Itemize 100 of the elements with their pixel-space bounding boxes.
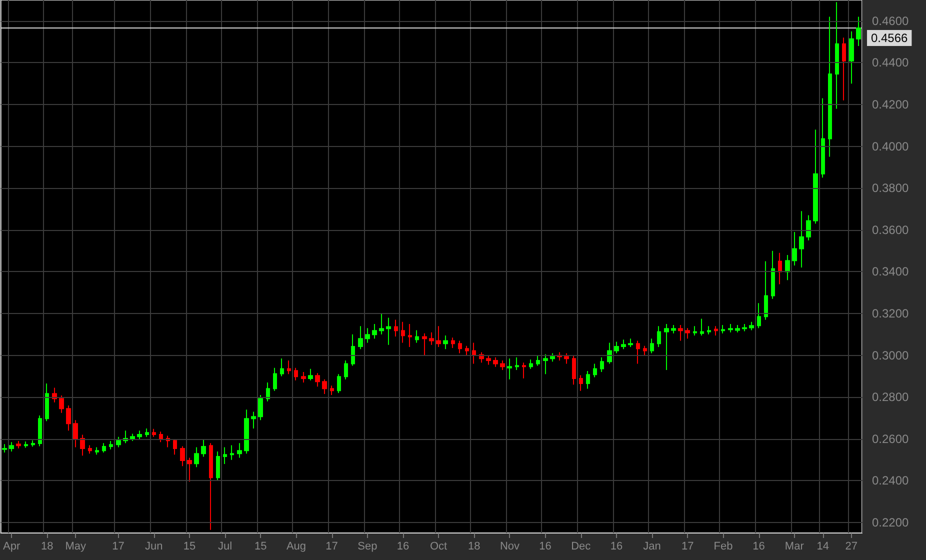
x-tick-label: 18: [468, 540, 480, 552]
candlestick: [358, 326, 363, 350]
candlestick: [280, 358, 284, 377]
candlestick: [394, 319, 398, 338]
x-tick-label: Apr: [2, 540, 20, 552]
candlestick: [301, 372, 306, 384]
x-tick-label: Jun: [145, 540, 163, 552]
candlestick: [266, 382, 270, 402]
y-tick-label: 0.3400: [872, 264, 910, 279]
candlestick: [778, 252, 782, 285]
candlestick: [443, 334, 448, 350]
candlestick: [764, 260, 768, 320]
candlestick: [52, 387, 57, 403]
candlestick: [607, 342, 612, 364]
candlestick: [237, 442, 242, 458]
candlestick: [628, 338, 633, 348]
candlestick: [465, 345, 469, 356]
candlestick: [24, 440, 28, 448]
candlestick: [38, 415, 42, 447]
candlestick: [593, 363, 597, 378]
candlestick: [408, 323, 412, 348]
candlestick: [73, 420, 78, 448]
candlestick: [451, 337, 455, 349]
candlestick: [322, 378, 327, 394]
candlestick: [721, 324, 725, 334]
candlestick: [835, 2, 839, 110]
candlestick: [9, 442, 14, 452]
candlestick: [707, 326, 711, 335]
candlestick: [344, 360, 348, 380]
x-tick-label: 17: [682, 540, 694, 552]
x-tick-label: 27: [845, 540, 858, 552]
candlestick: [66, 405, 71, 432]
candlestick: [486, 354, 491, 366]
candlestick: [223, 446, 227, 465]
candlestick: [792, 232, 797, 266]
candlestick: [194, 446, 199, 468]
ref-line-label: 0.4566: [871, 31, 908, 46]
y-tick-label: 0.4600: [872, 14, 910, 28]
candlestick: [842, 37, 846, 101]
candlestick: [379, 313, 384, 335]
candlestick: [714, 326, 718, 336]
candlestick: [337, 374, 341, 394]
x-tick-label: Nov: [500, 540, 520, 552]
x-tick-label: Dec: [571, 540, 592, 552]
candlestick: [849, 30, 854, 84]
y-tick-label: 0.3000: [872, 348, 910, 362]
candlestick: [372, 323, 377, 340]
candlestick: [187, 457, 192, 482]
candlestick: [821, 98, 825, 178]
candlestick: [493, 356, 498, 368]
candlestick: [515, 356, 519, 370]
candlestick: [785, 254, 790, 281]
candlestick: [757, 302, 761, 329]
candlestick: [856, 16, 861, 46]
candlestick: [828, 16, 832, 158]
candlestick: [415, 330, 419, 344]
candlestick: [643, 345, 647, 356]
x-tick-label: 18: [41, 540, 54, 552]
candlestick: [95, 446, 99, 456]
x-tick-label: 17: [326, 540, 338, 552]
y-tick-label: 0.4200: [872, 98, 910, 112]
candlestick: [152, 428, 156, 438]
candlestick: [693, 326, 697, 336]
y-tick-label: 0.3200: [872, 306, 910, 321]
candlestick: [685, 328, 690, 340]
candlestick: [209, 442, 213, 530]
candlestick: [159, 431, 163, 443]
candlestick: [351, 334, 355, 366]
candlestick: [586, 370, 590, 390]
candlestick: [251, 411, 256, 429]
candlestick: [429, 332, 434, 346]
candlestick: [458, 340, 462, 354]
x-tick-label: Oct: [430, 540, 448, 552]
candlestick: [130, 433, 135, 442]
candlestick: [572, 354, 576, 386]
candlestick: [664, 323, 669, 370]
candlestick: [600, 356, 604, 373]
x-tick-label: 16: [752, 540, 765, 552]
x-tick-label: Sep: [358, 540, 378, 552]
candlestick: [294, 367, 298, 381]
candlestick: [216, 450, 220, 482]
candlestick: [258, 394, 263, 421]
candlestick: [550, 352, 555, 362]
candlestick: [529, 359, 533, 370]
x-tick-label: 15: [183, 540, 196, 552]
candlestick: [728, 323, 733, 333]
candlestick: [244, 409, 249, 454]
candlestick: [287, 360, 291, 375]
candlestick: [678, 324, 683, 342]
y-tick-label: 0.3800: [872, 181, 910, 196]
y-tick-label: 0.2200: [872, 516, 910, 530]
candlestick: [16, 440, 21, 449]
candlestick: [507, 358, 512, 380]
x-tick-label: May: [65, 540, 86, 552]
candlestick: [735, 324, 740, 333]
candlestick: [308, 368, 313, 381]
candlestick: [315, 372, 320, 388]
candlestick: [806, 214, 811, 241]
candlestick: [230, 444, 234, 460]
x-tick-label: 16: [396, 540, 410, 552]
